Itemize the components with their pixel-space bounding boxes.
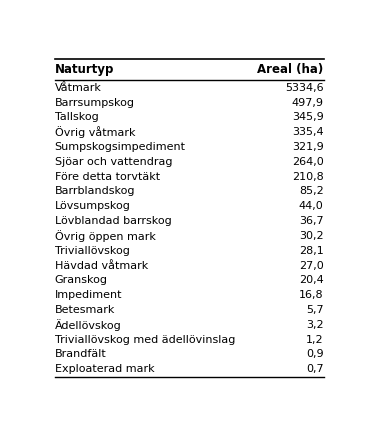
- Text: Sjöar och vattendrag: Sjöar och vattendrag: [55, 157, 172, 167]
- Text: Ädellövskog: Ädellövskog: [55, 319, 121, 331]
- Text: Hävdad våtmark: Hävdad våtmark: [55, 261, 148, 271]
- Text: Lövblandad barrskog: Lövblandad barrskog: [55, 216, 172, 226]
- Text: Betesmark: Betesmark: [55, 305, 115, 315]
- Text: Triviallövskog med ädellövinslag: Triviallövskog med ädellövinslag: [55, 334, 235, 345]
- Text: 30,2: 30,2: [299, 231, 324, 241]
- Text: 20,4: 20,4: [299, 275, 324, 285]
- Text: Barrsumpskog: Barrsumpskog: [55, 98, 135, 108]
- Text: Övrig våtmark: Övrig våtmark: [55, 126, 135, 138]
- Text: Övrig öppen mark: Övrig öppen mark: [55, 230, 156, 242]
- Text: Areal (ha): Areal (ha): [257, 63, 324, 76]
- Text: Granskog: Granskog: [55, 275, 108, 285]
- Text: 5,7: 5,7: [306, 305, 324, 315]
- Text: 497,9: 497,9: [292, 98, 324, 108]
- Text: 345,9: 345,9: [292, 112, 324, 122]
- Text: 1,2: 1,2: [306, 334, 324, 345]
- Text: 27,0: 27,0: [299, 261, 324, 271]
- Text: Triviallövskog: Triviallövskog: [55, 246, 130, 256]
- Text: 85,2: 85,2: [299, 187, 324, 196]
- Text: 321,9: 321,9: [292, 142, 324, 152]
- Text: 16,8: 16,8: [299, 290, 324, 300]
- Text: 3,2: 3,2: [306, 320, 324, 330]
- Text: 44,0: 44,0: [299, 201, 324, 211]
- Text: Brandfält: Brandfält: [55, 349, 106, 360]
- Text: 264,0: 264,0: [292, 157, 324, 167]
- Text: 335,4: 335,4: [292, 127, 324, 137]
- Text: 5334,6: 5334,6: [285, 83, 324, 93]
- Text: Exploaterad mark: Exploaterad mark: [55, 364, 154, 374]
- Text: 28,1: 28,1: [299, 246, 324, 256]
- Text: 0,7: 0,7: [306, 364, 324, 374]
- Text: Före detta torvtäkt: Före detta torvtäkt: [55, 172, 160, 181]
- Text: Naturtyp: Naturtyp: [55, 63, 114, 76]
- Text: 210,8: 210,8: [292, 172, 324, 181]
- Text: Impediment: Impediment: [55, 290, 122, 300]
- Text: Barrblandskog: Barrblandskog: [55, 187, 135, 196]
- Text: Våtmark: Våtmark: [55, 83, 101, 93]
- Text: 0,9: 0,9: [306, 349, 324, 360]
- Text: Lövsumpskog: Lövsumpskog: [55, 201, 131, 211]
- Text: Tallskog: Tallskog: [55, 112, 99, 122]
- Text: 36,7: 36,7: [299, 216, 324, 226]
- Text: Sumpskogsimpediment: Sumpskogsimpediment: [55, 142, 186, 152]
